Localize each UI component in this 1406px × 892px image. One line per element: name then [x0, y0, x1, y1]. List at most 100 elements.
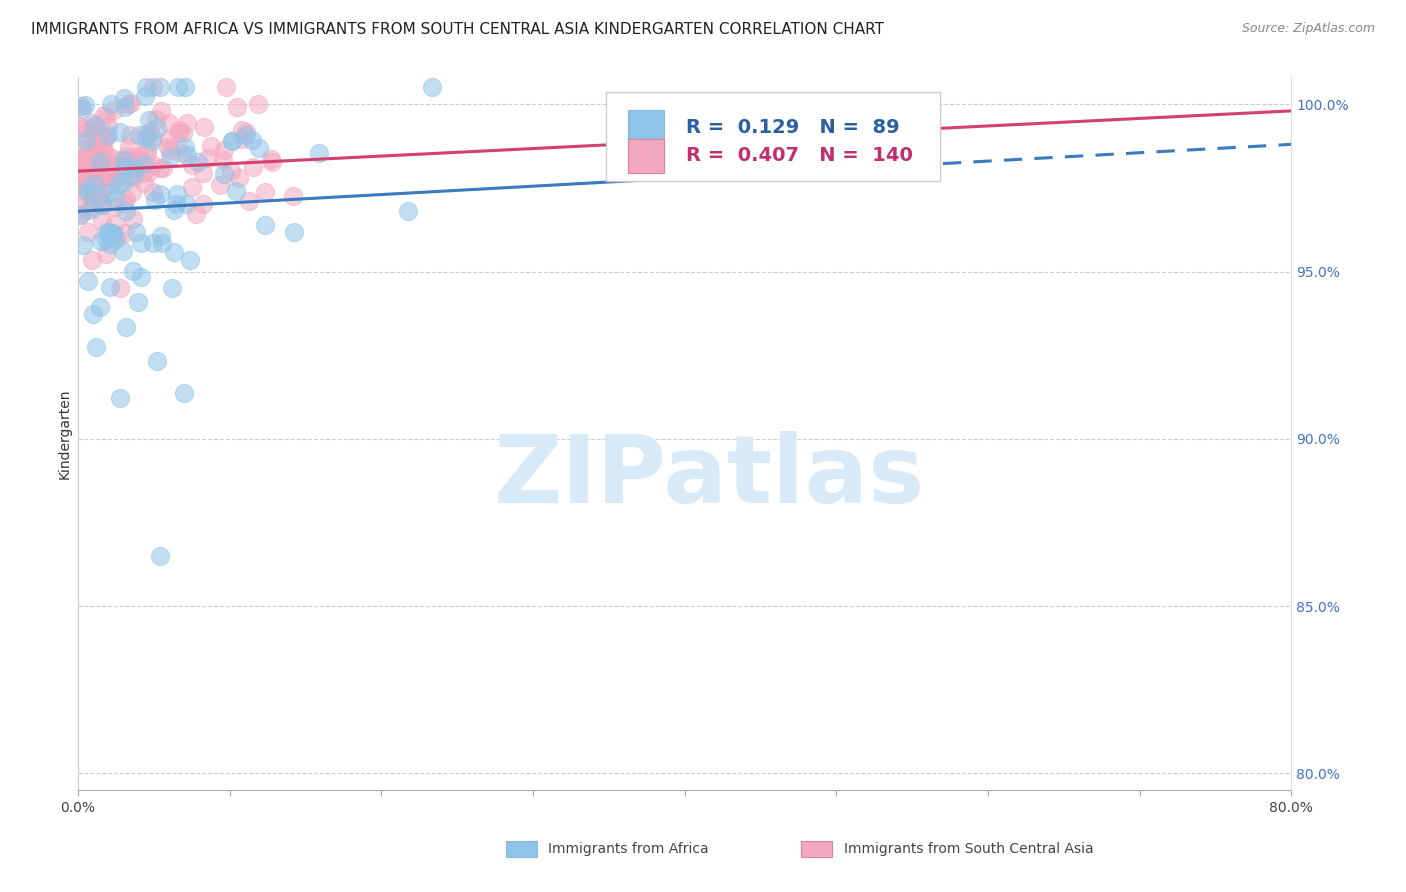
Point — [91, 182, 114, 196]
Text: ZIPatlas: ZIPatlas — [494, 431, 925, 523]
Point — [104, 191, 127, 205]
Point — [143, 193, 166, 207]
Point — [89, 155, 111, 169]
Point — [112, 153, 135, 167]
Point — [100, 159, 122, 173]
Point — [70, 169, 93, 183]
Point — [142, 157, 165, 171]
Point — [136, 141, 159, 155]
Point — [110, 125, 132, 139]
Point — [193, 120, 215, 134]
Point — [111, 175, 134, 189]
Point — [72, 152, 94, 166]
Point — [80, 116, 103, 130]
Point — [100, 160, 122, 174]
Point — [283, 225, 305, 239]
Point — [118, 140, 141, 154]
Point — [105, 231, 128, 245]
Point — [76, 203, 98, 218]
Point — [174, 196, 197, 211]
Point — [77, 225, 100, 239]
Point — [128, 149, 150, 163]
Point — [150, 235, 173, 250]
Point — [160, 281, 183, 295]
Point — [124, 161, 146, 176]
Point — [80, 202, 103, 217]
Point — [212, 143, 235, 157]
Y-axis label: Kindergarten: Kindergarten — [58, 389, 72, 479]
Point — [157, 140, 180, 154]
Point — [91, 139, 114, 153]
Point — [396, 204, 419, 219]
Point — [75, 186, 97, 200]
Point — [101, 226, 124, 240]
Point — [100, 97, 122, 112]
Point — [212, 153, 235, 167]
Point — [212, 167, 235, 181]
Point — [83, 120, 105, 134]
Point — [176, 116, 198, 130]
Text: R =  0.407   N =  140: R = 0.407 N = 140 — [686, 146, 912, 165]
Point — [76, 183, 98, 197]
Point — [122, 170, 145, 185]
Point — [221, 134, 243, 148]
Point — [90, 128, 112, 142]
Point — [72, 238, 94, 252]
Point — [93, 132, 115, 146]
Point — [235, 128, 257, 143]
Point — [86, 190, 108, 204]
Point — [132, 176, 155, 190]
Point — [114, 192, 136, 206]
Point — [82, 253, 104, 268]
Point — [180, 180, 202, 194]
Point — [308, 145, 330, 160]
Point — [83, 158, 105, 172]
Point — [80, 128, 103, 143]
Point — [142, 80, 165, 95]
Point — [83, 186, 105, 200]
Point — [162, 245, 184, 260]
Point — [191, 166, 214, 180]
Point — [77, 274, 100, 288]
Point — [77, 185, 100, 199]
Point — [128, 151, 150, 165]
Point — [214, 80, 236, 95]
Point — [91, 198, 114, 212]
Point — [174, 140, 197, 154]
Point — [112, 196, 135, 211]
Point — [107, 159, 129, 173]
Point — [149, 549, 172, 563]
Point — [187, 154, 209, 169]
Point — [96, 225, 118, 239]
Point — [94, 109, 117, 123]
Text: Immigrants from South Central Asia: Immigrants from South Central Asia — [844, 842, 1094, 856]
Point — [159, 143, 181, 157]
Point — [75, 175, 97, 189]
Point — [420, 80, 443, 95]
Point — [159, 150, 181, 164]
Bar — [627, 111, 664, 145]
Point — [149, 80, 172, 95]
Point — [97, 120, 120, 134]
Point — [246, 97, 269, 112]
Point — [70, 99, 93, 113]
Point — [172, 146, 194, 161]
Point — [103, 227, 125, 241]
Point — [100, 168, 122, 182]
Point — [97, 186, 120, 200]
Point — [260, 153, 283, 167]
Point — [75, 133, 97, 147]
Point — [94, 169, 117, 184]
Point — [120, 95, 142, 110]
Point — [77, 140, 100, 154]
Point — [135, 131, 157, 145]
Point — [124, 158, 146, 172]
Point — [253, 218, 276, 232]
Point — [94, 154, 117, 169]
Point — [163, 203, 186, 218]
Point — [69, 165, 91, 179]
Point — [70, 102, 93, 116]
Point — [125, 225, 148, 239]
Point — [83, 125, 105, 139]
Point — [94, 130, 117, 145]
